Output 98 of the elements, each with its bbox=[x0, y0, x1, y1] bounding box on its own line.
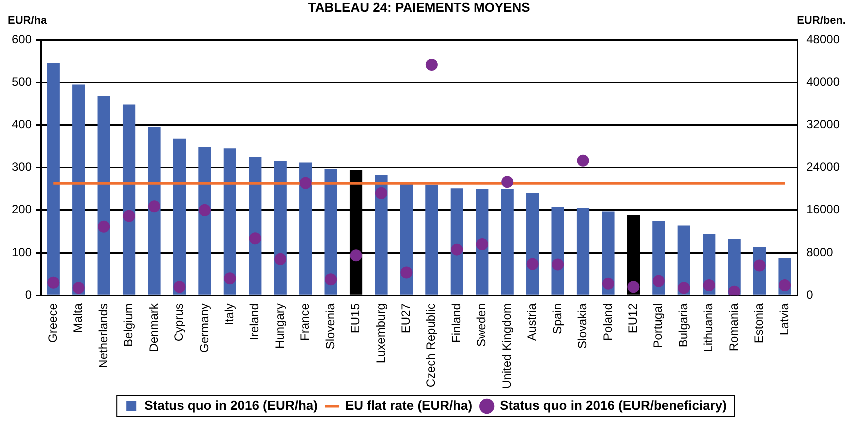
bar bbox=[224, 148, 236, 295]
x-tick-label: Spain bbox=[550, 304, 564, 334]
y2-tick-label: 0 bbox=[806, 288, 814, 302]
bar bbox=[426, 184, 438, 295]
point bbox=[526, 258, 539, 270]
point bbox=[274, 253, 287, 266]
y2-tick-label: 48000 bbox=[806, 32, 840, 46]
point bbox=[602, 278, 614, 290]
bar bbox=[450, 188, 464, 295]
x-tick-label: Netherlands bbox=[96, 304, 110, 368]
bar bbox=[526, 192, 540, 295]
y-tick-label: 400 bbox=[12, 118, 32, 132]
y-tick-label: 100 bbox=[12, 245, 32, 260]
x-tick-label: EU15 bbox=[348, 303, 363, 334]
point bbox=[502, 176, 514, 188]
point bbox=[98, 220, 110, 233]
point bbox=[325, 274, 338, 286]
y2-tick-label: 8000 bbox=[806, 245, 834, 260]
x-tick-label: Belgium bbox=[122, 304, 136, 347]
bar bbox=[501, 189, 514, 295]
x-tick-label: Malta bbox=[71, 303, 86, 333]
x-tick-label: Czech Republic bbox=[424, 304, 438, 388]
legend-label: EU flat rate (EUR/ha) bbox=[345, 398, 473, 414]
bar bbox=[98, 96, 110, 295]
x-tick-label: Ireland bbox=[248, 304, 262, 340]
x-tick-label: Lithuania bbox=[702, 303, 716, 352]
x-tick-label: EU27 bbox=[399, 303, 414, 334]
y-tick-label: 300 bbox=[12, 160, 32, 174]
x-tick-label: Slovenia bbox=[323, 303, 338, 350]
point bbox=[628, 281, 640, 294]
point bbox=[198, 204, 211, 216]
point bbox=[123, 210, 136, 222]
point bbox=[426, 59, 438, 72]
x-tick-label: EU12 bbox=[626, 303, 640, 334]
y-tick-label: 200 bbox=[12, 202, 32, 217]
point bbox=[451, 244, 464, 256]
legend-label: Status quo in 2016 (EUR/ha) bbox=[144, 398, 318, 414]
bar bbox=[148, 127, 161, 295]
point bbox=[400, 266, 413, 279]
bar bbox=[324, 170, 338, 295]
x-tick-label: Bulgaria bbox=[676, 303, 690, 348]
legend-label: Status quo in 2016 (EUR/beneficiary) bbox=[500, 398, 727, 414]
point bbox=[703, 280, 716, 292]
point bbox=[652, 275, 665, 288]
x-tick-label: Latvia bbox=[777, 303, 792, 336]
x-tick-label: Greece bbox=[46, 303, 60, 343]
x-tick-label: Germany bbox=[197, 304, 212, 353]
point bbox=[249, 232, 262, 245]
y2-axis-title: EUR/ben. bbox=[797, 15, 846, 27]
point bbox=[300, 177, 312, 190]
y-tick-label: 600 bbox=[12, 32, 32, 46]
bar bbox=[300, 162, 312, 295]
bar bbox=[122, 104, 136, 295]
x-tick-label: Portugal bbox=[651, 304, 666, 348]
bar bbox=[72, 84, 86, 295]
point bbox=[174, 281, 186, 294]
point bbox=[577, 154, 590, 167]
x-tick-label: Slovakia bbox=[576, 303, 590, 349]
point bbox=[728, 286, 741, 296]
x-tick-label: Finland bbox=[449, 304, 464, 343]
bar bbox=[576, 208, 590, 295]
y-axis-title: EUR/ha bbox=[8, 15, 48, 27]
bar bbox=[400, 184, 414, 295]
y2-tick-label: 40000 bbox=[806, 74, 840, 89]
point bbox=[72, 282, 85, 294]
x-tick-label: Cyprus bbox=[172, 304, 186, 342]
y2-tick-label: 32000 bbox=[806, 118, 840, 132]
y2-tick-label: 16000 bbox=[806, 202, 840, 217]
point bbox=[350, 250, 362, 262]
x-tick-label: Hungary bbox=[272, 304, 287, 349]
point bbox=[678, 282, 690, 294]
x-tick-label: United Kingdom bbox=[500, 304, 514, 390]
x-tick-label: Romania bbox=[726, 303, 741, 352]
x-tick-label: Denmark bbox=[146, 302, 161, 352]
bar bbox=[274, 160, 287, 295]
x-tick-label: France bbox=[298, 303, 312, 341]
x-tick-label: Estonia bbox=[752, 303, 766, 344]
bar bbox=[173, 138, 186, 295]
bar bbox=[249, 157, 262, 295]
point bbox=[779, 280, 792, 292]
y-tick-label: 500 bbox=[12, 74, 32, 89]
point bbox=[48, 276, 60, 289]
y-tick-label: 0 bbox=[25, 288, 32, 302]
bar bbox=[47, 63, 60, 295]
point bbox=[552, 258, 564, 271]
x-tick-label: Poland bbox=[600, 304, 615, 341]
chart-title: TABLEAU 24: PAIEMENTS MOYENS bbox=[308, 0, 531, 15]
bar bbox=[476, 189, 489, 295]
point bbox=[224, 272, 236, 285]
bar bbox=[198, 147, 212, 295]
x-tick-label: Luxemburg bbox=[374, 304, 388, 364]
point bbox=[476, 238, 488, 250]
point bbox=[148, 200, 161, 213]
x-tick-label: Italy bbox=[222, 304, 236, 326]
x-tick-label: Austria bbox=[525, 303, 540, 341]
x-tick-label: Sweden bbox=[474, 304, 489, 347]
bar bbox=[552, 207, 564, 295]
y2-tick-label: 24000 bbox=[806, 160, 840, 174]
